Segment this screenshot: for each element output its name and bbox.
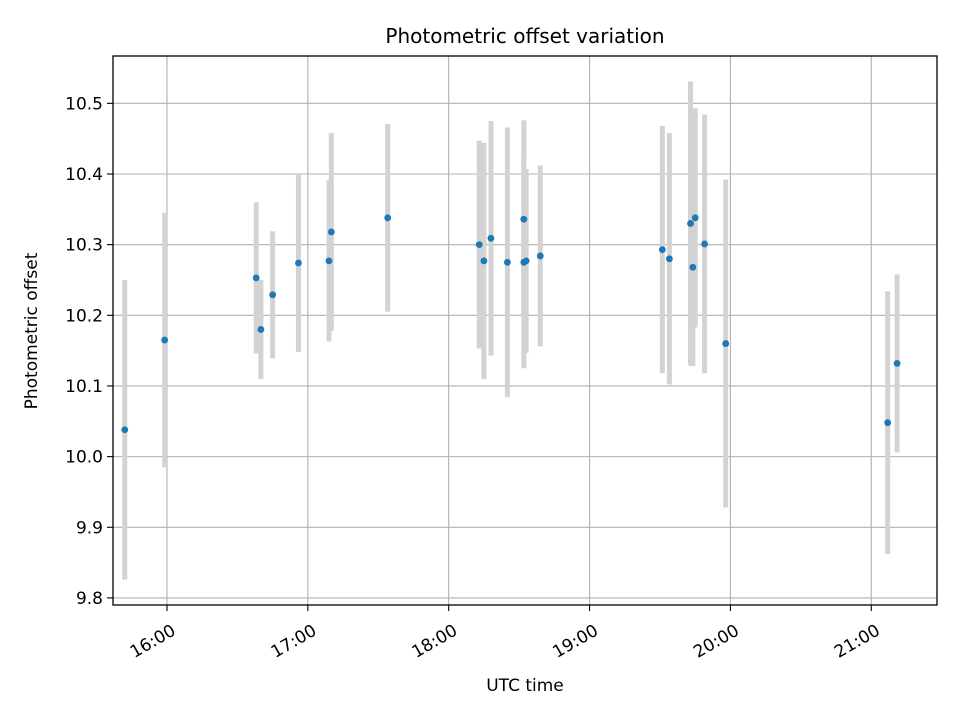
data-point <box>384 214 392 222</box>
data-point <box>475 241 483 249</box>
data-point <box>487 234 495 242</box>
y-tick-label: 10.1 <box>65 377 103 397</box>
y-tick-label: 9.8 <box>76 589 103 609</box>
data-point <box>689 263 697 271</box>
data-point <box>327 228 335 236</box>
data-point <box>691 214 699 222</box>
data-point <box>161 336 169 344</box>
chart-title: Photometric offset variation <box>385 24 664 48</box>
data-point <box>701 240 708 248</box>
y-tick-label: 10.4 <box>65 165 103 185</box>
data-point <box>687 220 694 227</box>
y-tick-label: 10.5 <box>65 94 103 114</box>
y-axis: 9.8 9.9 10.0 10.1 10.2 10.3 10.4 10.5 <box>65 94 113 609</box>
data-point <box>520 215 528 223</box>
data-point <box>536 252 544 260</box>
data-point <box>121 426 129 434</box>
data-point <box>252 274 260 282</box>
data-point <box>665 255 673 263</box>
data-point <box>269 291 277 299</box>
y-tick-label: 10.3 <box>65 236 103 256</box>
data-point <box>658 246 666 253</box>
y-tick-label: 9.9 <box>76 518 103 538</box>
data-point <box>893 359 901 367</box>
y-axis-title: Photometric offset <box>22 252 42 409</box>
data-point <box>295 259 302 267</box>
y-tick-label: 10.2 <box>65 306 103 326</box>
plot-frame <box>112 55 938 606</box>
data-points <box>121 214 901 434</box>
data-point <box>722 340 730 347</box>
data-point <box>884 419 892 427</box>
y-tick-label: 10.0 <box>65 448 103 468</box>
data-point <box>325 257 333 265</box>
x-axis-title: UTC time <box>486 676 564 696</box>
data-point <box>503 258 511 266</box>
data-point <box>480 257 488 265</box>
data-point <box>522 257 530 265</box>
data-point <box>257 326 265 333</box>
